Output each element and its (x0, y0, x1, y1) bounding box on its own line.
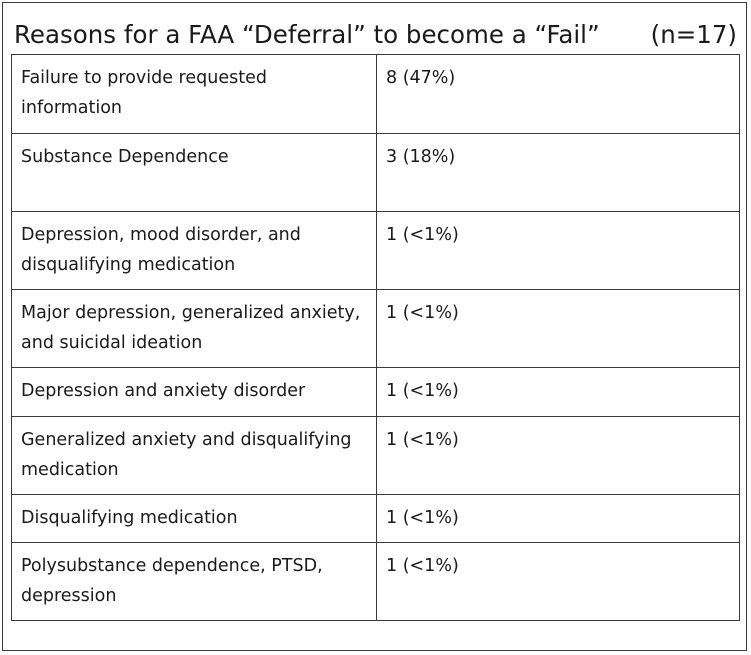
reason-cell: Depression, mood disorder, and disqualif… (11, 211, 377, 290)
table-row: Depression and anxiety disorder 1 (<1%) (11, 367, 740, 417)
count-cell: 3 (18%) (376, 133, 740, 212)
reason-cell: Depression and anxiety disorder (11, 367, 377, 417)
count-cell: 1 (<1%) (376, 367, 740, 417)
sample-size-label: (n=17) (650, 19, 737, 49)
reason-cell: Major depression, generalized anxiety, a… (11, 289, 377, 368)
reasons-table: Failure to provide requested information… (11, 54, 740, 621)
count-cell: 1 (<1%) (376, 542, 740, 621)
table-title: Reasons for a FAA “Deferral” to become a… (14, 15, 739, 53)
reason-cell: Generalized anxiety and disqualifying me… (11, 416, 377, 495)
reason-cell: Failure to provide requested information (11, 54, 377, 134)
reason-cell: Polysubstance dependence, PTSD, depressi… (11, 542, 377, 621)
count-cell: 1 (<1%) (376, 289, 740, 368)
table-row: Major depression, generalized anxiety, a… (11, 289, 740, 368)
reason-cell: Substance Dependence (11, 133, 377, 212)
table-row: Polysubstance dependence, PTSD, depressi… (11, 542, 740, 621)
count-cell: 8 (47%) (376, 54, 740, 134)
table-row: Failure to provide requested information… (11, 54, 740, 134)
table-row: Substance Dependence 3 (18%) (11, 133, 740, 212)
table-row: Depression, mood disorder, and disqualif… (11, 211, 740, 290)
count-cell: 1 (<1%) (376, 416, 740, 495)
reason-cell: Disqualifying medication (11, 494, 377, 543)
count-cell: 1 (<1%) (376, 494, 740, 543)
table-row: Disqualifying medication 1 (<1%) (11, 494, 740, 543)
count-cell: 1 (<1%) (376, 211, 740, 290)
table-row: Generalized anxiety and disqualifying me… (11, 416, 740, 495)
title-text: Reasons for a FAA “Deferral” to become a… (14, 19, 600, 49)
